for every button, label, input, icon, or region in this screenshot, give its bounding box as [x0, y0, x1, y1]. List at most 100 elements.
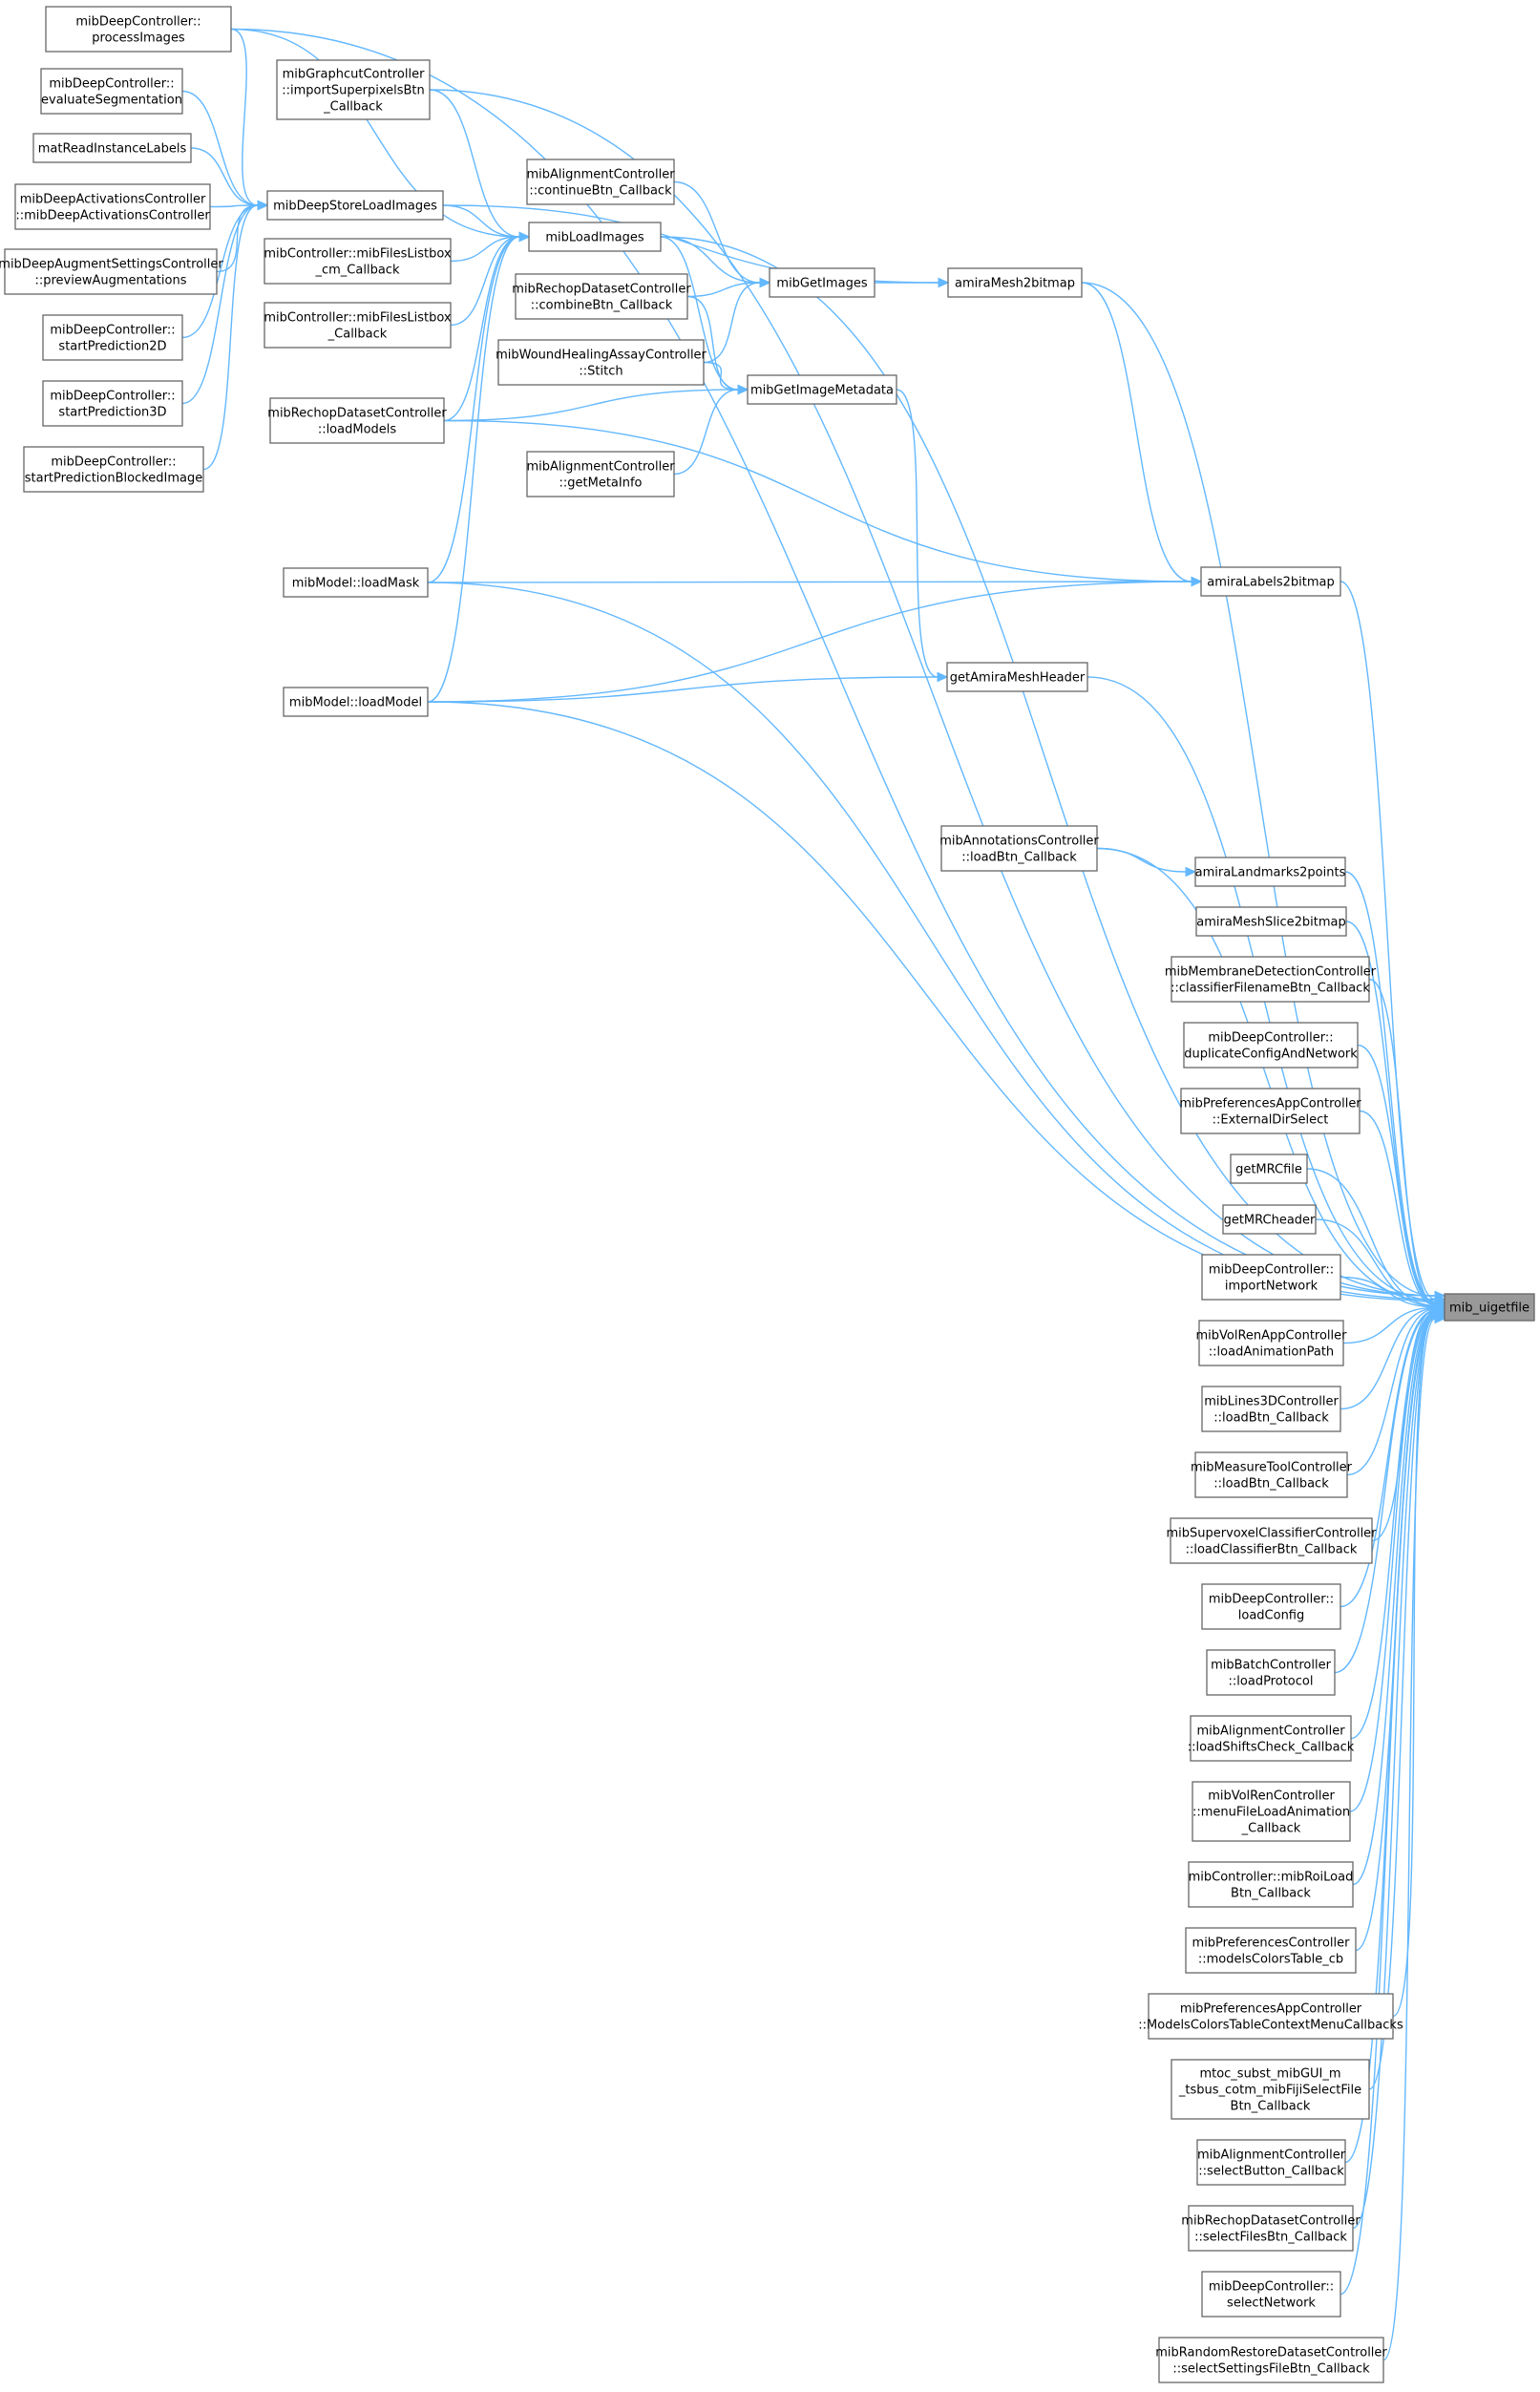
- node-label: ::loadBtn_Callback: [961, 851, 1077, 865]
- node-label: mibDeepController::: [1208, 1031, 1333, 1046]
- node-label: mibPreferencesAppController: [1179, 1097, 1361, 1111]
- node-rechopLoadModels[interactable]: mibRechopDatasetController::loadModels: [267, 397, 447, 444]
- node-combineBtn[interactable]: mibRechopDatasetController::combineBtn_C…: [512, 273, 691, 320]
- node-label: mibDeepController::: [50, 324, 175, 338]
- edge-stitch-to-mibGetImageMetadata: [703, 361, 739, 391]
- node-continueBtn[interactable]: mibAlignmentController::continueBtn_Call…: [526, 159, 675, 205]
- node-box: [1200, 566, 1341, 597]
- node-box: [45, 6, 232, 53]
- node-getAmiraMeshHeader[interactable]: getAmiraMeshHeader: [946, 662, 1088, 692]
- node-duplicateConfigAndNetwork[interactable]: mibDeepController::duplicateConfigAndNet…: [1183, 1022, 1359, 1069]
- node-box: [528, 222, 662, 252]
- node-getMetaInfo[interactable]: mibAlignmentController::getMetaInfo: [526, 451, 675, 497]
- node-label: ::loadBtn_Callback: [1213, 1411, 1329, 1426]
- node-label: mibAnnotationsController: [939, 835, 1099, 849]
- node-label: Btn_Callback: [1231, 1887, 1311, 1901]
- node-label: mibDeepStoreLoadImages: [273, 200, 437, 214]
- node-stitch[interactable]: mibWoundHealingAssayController::Stitch: [496, 339, 707, 386]
- arrowhead-rechopLoadModels-to-amiraLabels2bitmap: [1191, 576, 1203, 587]
- node-startPrediction2D[interactable]: mibDeepController::startPrediction2D: [42, 314, 183, 361]
- node-label: startPrediction3D: [58, 406, 166, 420]
- node-mibFilesListbox_cm[interactable]: mibController::mibFilesListbox_cm_Callba…: [264, 238, 452, 285]
- node-label: ::selectButton_Callback: [1198, 2165, 1344, 2179]
- edge-mtocFijiSelectFile-to-mib_uigetfile: [1368, 1315, 1436, 2090]
- node-loadConfig[interactable]: mibDeepController::loadConfig: [1201, 1583, 1341, 1630]
- node-mibGetImageMetadata[interactable]: mibGetImageMetadata: [747, 374, 897, 405]
- edge-loadShiftsCheck-to-mib_uigetfile: [1350, 1311, 1436, 1740]
- node-mibDeepActivationsController[interactable]: mibDeepActivationsController::mibDeepAct…: [14, 183, 211, 230]
- edge-selectNetwork-to-mib_uigetfile: [1340, 1317, 1436, 2296]
- node-label: startPredictionBlockedImage: [25, 472, 203, 486]
- node-amiraMeshSlice2bitmap[interactable]: amiraMeshSlice2bitmap: [1195, 906, 1347, 937]
- node-modelsColorsTableContextMenu[interactable]: mibPreferencesAppController::ModelsColor…: [1138, 1993, 1403, 2040]
- node-loadMask[interactable]: mibModel::loadMask: [283, 567, 429, 598]
- node-box: [1188, 1861, 1354, 1908]
- node-box: [1183, 1022, 1359, 1069]
- edge-rechopLoadModels-to-mibLoadImages: [443, 236, 520, 422]
- arrowhead-loadModel-to-mibLoadImages: [518, 231, 531, 243]
- node-label: amiraLabels2bitmap: [1207, 576, 1335, 590]
- node-label: ::Stitch: [579, 365, 622, 379]
- node-loadAnimationPath[interactable]: mibVolRenAppController::loadAnimationPat…: [1195, 1320, 1347, 1366]
- edge-classifierFilenameBtn-to-mib_uigetfile: [1368, 978, 1436, 1304]
- edge-lines3dLoadBtn-to-mib_uigetfile: [1340, 1307, 1436, 1410]
- node-processImages[interactable]: mibDeepController::processImages: [45, 6, 232, 53]
- node-mtocFijiSelectFile[interactable]: mtoc_subst_mibGUI_m _tsbus_cotm_mibFijiSe…: [1171, 2059, 1370, 2120]
- node-startPredictionBlockedImage[interactable]: mibDeepController::startPredictionBlocke…: [23, 446, 204, 493]
- node-label: mibGetImageMetadata: [750, 384, 894, 398]
- node-loadShiftsCheck[interactable]: mibAlignmentController::loadShiftsCheck_…: [1188, 1715, 1355, 1762]
- node-getMRCfile[interactable]: getMRCfile: [1230, 1154, 1308, 1184]
- node-mib_uigetfile[interactable]: mib_uigetfile: [1444, 1293, 1535, 1322]
- node-selectNetwork[interactable]: mibDeepController::selectNetwork: [1201, 2271, 1341, 2318]
- node-label: mibController::mibFilesListbox: [264, 247, 452, 262]
- edge-mibDeepActivationsController-to-mibDeepStoreLoadImages: [209, 204, 259, 208]
- node-mibDeepStoreLoadImages[interactable]: mibDeepStoreLoadImages: [266, 190, 444, 221]
- node-lines3dLoadBtn[interactable]: mibLines3DController::loadBtn_Callback: [1201, 1386, 1341, 1432]
- node-amiraLabels2bitmap[interactable]: amiraLabels2bitmap: [1200, 566, 1341, 597]
- node-evaluateSegmentation[interactable]: mibDeepController::evaluateSegmentation: [40, 68, 183, 115]
- node-modelsColorsTable_cb[interactable]: mibPreferencesController::modelsColorsTa…: [1185, 1927, 1357, 1974]
- edge-mibDeepStoreLoadImages-to-mibLoadImages: [442, 204, 520, 238]
- arrowhead-stitch-to-mibGetImages: [759, 277, 771, 288]
- node-selectFilesBtn[interactable]: mibRechopDatasetController::selectFilesB…: [1181, 2205, 1361, 2252]
- edge-processImages-to-mibLoadImages: [230, 28, 520, 238]
- node-selectSettingsFileBtn[interactable]: mibRandomRestoreDatasetController::selec…: [1155, 2337, 1387, 2383]
- node-previewAugmentations[interactable]: mibDeepAugmentSettingsController::previe…: [0, 248, 223, 295]
- node-mibGetImages[interactable]: mibGetImages: [769, 267, 875, 298]
- node-amiraMesh2bitmap[interactable]: amiraMesh2bitmap: [947, 267, 1083, 298]
- node-mibFilesListbox[interactable]: mibController::mibFilesListbox_Callback: [264, 302, 452, 349]
- node-label: _Callback: [1241, 1822, 1301, 1836]
- node-matReadInstanceLabels[interactable]: matReadInstanceLabels: [32, 133, 192, 163]
- node-box: [23, 446, 204, 493]
- node-label: amiraMesh2bitmap: [955, 277, 1075, 291]
- node-amiraLandmarks2points[interactable]: amiraLandmarks2points: [1194, 857, 1346, 887]
- node-getMRCheader[interactable]: getMRCheader: [1222, 1204, 1317, 1235]
- edge-getMetaInfo-to-mibGetImageMetadata: [673, 389, 739, 476]
- node-mibLoadImages[interactable]: mibLoadImages: [528, 222, 662, 252]
- node-label: _Callback: [323, 100, 383, 115]
- node-importSuperpixelsBtn[interactable]: mibGraphcutController::importSuperpixels…: [276, 59, 431, 120]
- node-selectButton[interactable]: mibAlignmentController::selectButton_Cal…: [1196, 2139, 1346, 2186]
- node-loadModel[interactable]: mibModel::loadModel: [283, 687, 429, 717]
- node-externalDirSelect[interactable]: mibPreferencesAppController::ExternalDir…: [1179, 1088, 1361, 1134]
- node-loadClassifierBtn[interactable]: mibSupervoxelClassifierController::loadC…: [1166, 1517, 1377, 1564]
- edge-duplicateConfigAndNetwork-to-mib_uigetfile: [1357, 1044, 1436, 1305]
- edge-annotationsLoadBtn-to-mib_uigetfile: [1096, 847, 1436, 1303]
- node-menuFileLoadAnimation[interactable]: mibVolRenController::menuFileLoadAnimati…: [1192, 1781, 1351, 1842]
- edge-mibRoiLoadBtn-to-mib_uigetfile: [1352, 1313, 1436, 1886]
- node-classifierFilenameBtn[interactable]: mibMembraneDetectionController::classifi…: [1165, 956, 1377, 1003]
- arrowhead-selectSettingsFileBtn-to-mib_uigetfile: [1434, 1313, 1446, 1324]
- node-startPrediction3D[interactable]: mibDeepController::startPrediction3D: [42, 380, 183, 427]
- node-label: mibVolRenController: [1208, 1789, 1335, 1804]
- node-label: mibRandomRestoreDatasetController: [1155, 2346, 1387, 2360]
- node-loadProtocol[interactable]: mibBatchController::loadProtocol: [1206, 1649, 1336, 1696]
- edge-selectFilesBtn-to-mib_uigetfile: [1352, 1317, 1436, 2230]
- node-importNetwork[interactable]: mibDeepController::importNetwork: [1201, 1254, 1341, 1301]
- edge-annotationsLoadBtn-to-amiraLandmarks2points: [1096, 847, 1187, 873]
- node-measureLoadBtn[interactable]: mibMeasureToolController::loadBtn_Callba…: [1191, 1451, 1353, 1498]
- node-annotationsLoadBtn[interactable]: mibAnnotationsController::loadBtn_Callba…: [939, 825, 1099, 872]
- node-label: ::previewAugmentations: [34, 274, 186, 288]
- node-label: _Callback: [327, 328, 388, 342]
